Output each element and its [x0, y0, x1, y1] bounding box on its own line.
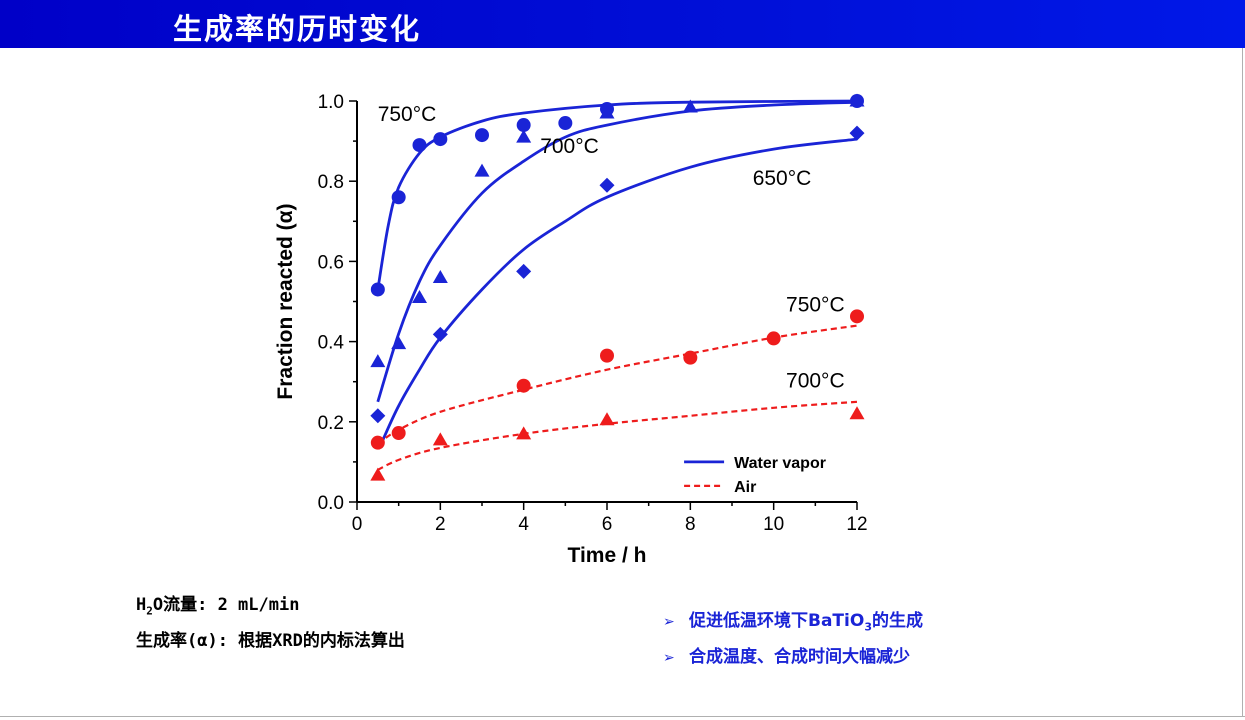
- y-tick-label: 0.2: [318, 413, 344, 434]
- data-point-diamond: [432, 326, 448, 342]
- data-point-triangle: [849, 93, 865, 107]
- air-fit-curve: [377, 400, 858, 471]
- flow-rate-note: H2O流量: 2 mL/min: [136, 595, 300, 618]
- data-point-circle: [766, 331, 781, 346]
- bullet-item-1: ➢ 促进低温环境下BaTiO3的生成: [663, 611, 923, 634]
- frame-right-edge: [1242, 48, 1243, 716]
- alpha-method-note: 生成率(α): 根据XRD的内标法算出: [136, 631, 405, 651]
- curve-label: 700°C: [540, 135, 599, 158]
- arrow-bullet-icon: ➢: [663, 650, 675, 666]
- y-tick-label: 0.4: [318, 333, 345, 354]
- curve-label: 750°C: [786, 294, 845, 317]
- x-tick-label: 10: [763, 514, 784, 535]
- curve-label: 650°C: [753, 167, 812, 190]
- y-tick-label: 1.0: [318, 92, 344, 113]
- water-vapor-fit-curve: [376, 100, 858, 403]
- data-point-triangle: [682, 99, 698, 113]
- curve-label: 700°C: [786, 370, 845, 393]
- data-point-circle: [683, 350, 698, 365]
- x-tick-label: 2: [435, 514, 446, 535]
- data-point-circle: [412, 138, 427, 153]
- data-point-circle: [370, 435, 385, 450]
- data-point-circle: [558, 116, 573, 131]
- legend-label: Water vapor: [734, 455, 826, 472]
- header-bar: 生成率的历时变化: [0, 0, 1245, 48]
- data-point-circle: [391, 426, 406, 441]
- x-tick-label: 12: [846, 514, 867, 535]
- air-fit-curve: [377, 324, 858, 445]
- y-tick-label: 0.8: [318, 172, 344, 193]
- data-point-triangle: [516, 129, 532, 143]
- x-tick-label: 0: [352, 514, 363, 535]
- data-point-circle: [516, 118, 531, 133]
- y-tick-label: 0.0: [318, 493, 344, 514]
- data-point-triangle: [599, 412, 615, 426]
- x-tick-label: 6: [602, 514, 613, 535]
- data-point-diamond: [370, 408, 386, 424]
- data-point-triangle: [370, 354, 386, 368]
- data-point-diamond: [516, 263, 532, 279]
- data-point-triangle: [370, 467, 386, 481]
- data-point-diamond: [599, 177, 615, 193]
- data-point-triangle: [391, 336, 407, 350]
- data-point-triangle: [599, 105, 615, 119]
- data-point-circle: [850, 309, 864, 324]
- x-axis-label: Time / h: [568, 544, 647, 567]
- data-point-circle: [516, 378, 531, 393]
- data-point-circle: [433, 132, 448, 147]
- data-point-circle: [370, 282, 385, 297]
- x-tick-label: 4: [518, 514, 529, 535]
- data-point-circle: [391, 190, 406, 205]
- legend-label: Air: [734, 479, 756, 496]
- x-tick-label: 8: [685, 514, 696, 535]
- data-point-triangle: [412, 289, 427, 303]
- data-point-triangle: [849, 406, 865, 420]
- y-tick-label: 0.6: [318, 252, 344, 273]
- data-point-circle: [600, 348, 614, 363]
- y-axis-label: Fraction reacted (α): [274, 203, 297, 399]
- curve-label: 750°C: [378, 103, 437, 126]
- data-point-triangle: [432, 269, 448, 283]
- data-point-triangle: [474, 163, 490, 177]
- frame-bottom-edge: [0, 716, 1245, 717]
- water-vapor-fit-curve: [376, 99, 858, 290]
- page-title: 生成率的历时变化: [173, 12, 422, 46]
- data-point-triangle: [516, 426, 532, 440]
- bullet-item-2: ➢ 合成温度、合成时间大幅减少: [663, 647, 910, 667]
- water-vapor-fit-curve: [380, 137, 858, 443]
- fraction-reacted-chart: 0 2 4 6 8 10 12 0.0 0.2 0.4 0.6 0.8 1.0 Time / h Fract…: [274, 92, 868, 567]
- data-point-circle: [475, 128, 489, 143]
- data-point-triangle: [432, 432, 448, 446]
- arrow-bullet-icon: ➢: [663, 614, 675, 630]
- data-point-diamond: [849, 125, 865, 141]
